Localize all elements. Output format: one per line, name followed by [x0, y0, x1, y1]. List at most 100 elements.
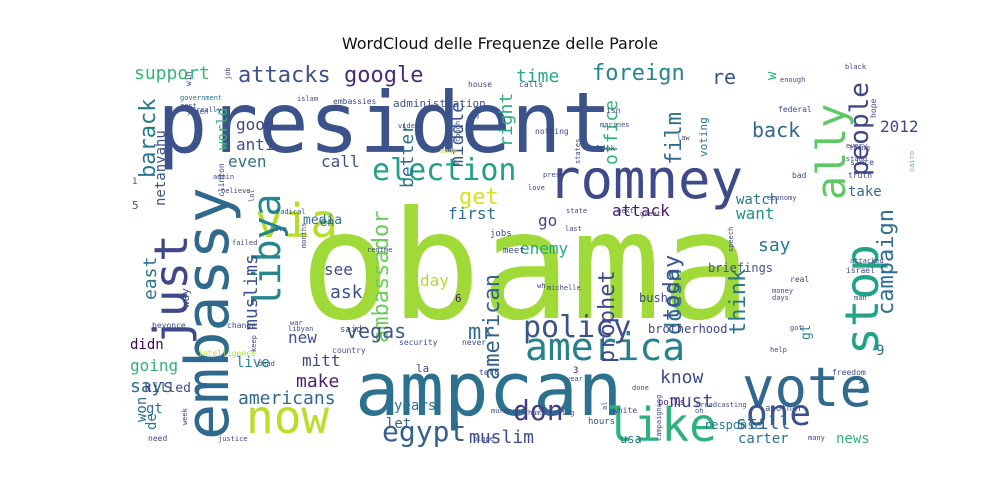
word-said: said	[340, 325, 362, 335]
word-world: world	[215, 108, 231, 150]
word-like: like	[606, 398, 717, 452]
word-even: even	[228, 152, 267, 171]
word-security: security	[399, 338, 438, 347]
word-mitt: mitt	[302, 351, 341, 370]
word-en: en	[320, 215, 334, 229]
word-day: day	[420, 271, 449, 290]
word-bad: bad	[792, 171, 807, 180]
word-vote: vote	[742, 356, 872, 419]
word-middle: middle	[447, 102, 468, 167]
word-live: live	[236, 355, 270, 371]
word-war: war	[290, 319, 303, 327]
word-prophet: prophet	[595, 270, 620, 363]
word-state: state	[566, 207, 587, 215]
word-really: really	[196, 106, 221, 114]
word-doesn: doesn	[662, 269, 687, 335]
word-freedom: freedom	[832, 368, 866, 377]
word-bush: bush	[639, 291, 668, 305]
word-say: say	[758, 235, 791, 256]
word-go: go	[538, 211, 557, 230]
word-love: love	[528, 184, 545, 192]
word-michelle: michelle	[547, 284, 581, 292]
word-many: many	[808, 434, 825, 442]
word-aid: aid	[473, 106, 481, 119]
word-polls: polls	[658, 398, 685, 408]
word-one: one	[746, 393, 811, 434]
word-see: see	[324, 260, 353, 279]
word-murdered: murdered	[491, 407, 525, 415]
word-rest: rest	[180, 102, 197, 110]
word-calls: calls	[519, 80, 543, 89]
word-brotherhood: brotherhood	[648, 322, 727, 336]
word-americans: americans	[238, 388, 336, 409]
word-nothing: nothing	[535, 127, 569, 136]
word-5: 5	[132, 199, 139, 212]
word-attack: attack	[612, 201, 670, 220]
word-every: every	[846, 142, 867, 150]
word-gt: gt	[799, 324, 814, 340]
word-support: support	[134, 63, 210, 84]
word-briefings: briefings	[708, 261, 773, 275]
word-states: states	[574, 139, 582, 164]
word-yemen: yemen	[187, 108, 208, 116]
word-years: years	[394, 398, 436, 414]
word-going: going	[130, 356, 178, 375]
word-help: help	[770, 346, 787, 354]
word-isn: isn	[606, 106, 621, 115]
word-man: man	[854, 294, 867, 302]
word-clinton: clinton	[217, 163, 226, 197]
word-1: 1	[132, 177, 137, 187]
word-pres: pres	[543, 171, 560, 179]
word-speech: speech	[727, 227, 735, 252]
word-ambassador: ambassador	[369, 211, 394, 343]
word-netanyahu: netanyahu	[153, 130, 169, 206]
word-jobs: jobs	[490, 229, 512, 239]
word-law: law	[677, 134, 690, 142]
word-meet: meet	[503, 246, 525, 256]
word-take: take	[848, 184, 882, 200]
word-make: make	[296, 371, 339, 392]
word-via: via	[255, 194, 338, 248]
word-months: months	[300, 223, 308, 248]
word-film: film	[662, 112, 687, 165]
word-policy: policy	[523, 310, 631, 345]
word-tell: tell	[479, 368, 498, 377]
word-usa: usa	[620, 432, 642, 446]
word-next: next	[617, 207, 634, 215]
word-made: made	[440, 147, 457, 155]
word-2: 2	[858, 378, 868, 397]
word-right: right	[496, 93, 517, 147]
word-back: back	[752, 118, 800, 142]
word-real: real	[790, 275, 809, 284]
word-white: white	[613, 406, 637, 415]
word-got: got	[790, 324, 803, 332]
word-days: days	[772, 294, 789, 302]
word-hours: hours	[588, 417, 615, 427]
word-let: let	[386, 416, 411, 432]
word-anti: anti	[236, 135, 275, 154]
word-israel: israel	[846, 266, 875, 275]
word-failed: failed	[232, 239, 257, 247]
word-black: black	[845, 63, 867, 71]
word-year: year	[566, 375, 583, 383]
word-egypt: egypt	[382, 415, 466, 448]
word-still: still	[736, 413, 790, 434]
word-marines: marines	[600, 121, 630, 129]
word-country: country	[332, 346, 366, 355]
word-tough: tough	[454, 121, 462, 142]
word-hope: hope	[869, 99, 878, 118]
word-cairo: cairo	[908, 151, 916, 172]
word-broadcasting: broadcasting	[696, 401, 747, 409]
word-enemy: enemy	[520, 239, 569, 258]
word-never: never	[462, 338, 486, 347]
word-another: another	[765, 404, 804, 414]
word-keep: keep	[250, 335, 258, 352]
word-islam: islam	[297, 95, 318, 103]
word-since: since	[850, 158, 874, 167]
word-win: win	[184, 71, 193, 86]
word-campaigning: campaigning	[655, 395, 663, 441]
word-de: de	[144, 413, 160, 430]
chart-title: WordCloud delle Frequenze delle Parole	[341, 34, 659, 53]
